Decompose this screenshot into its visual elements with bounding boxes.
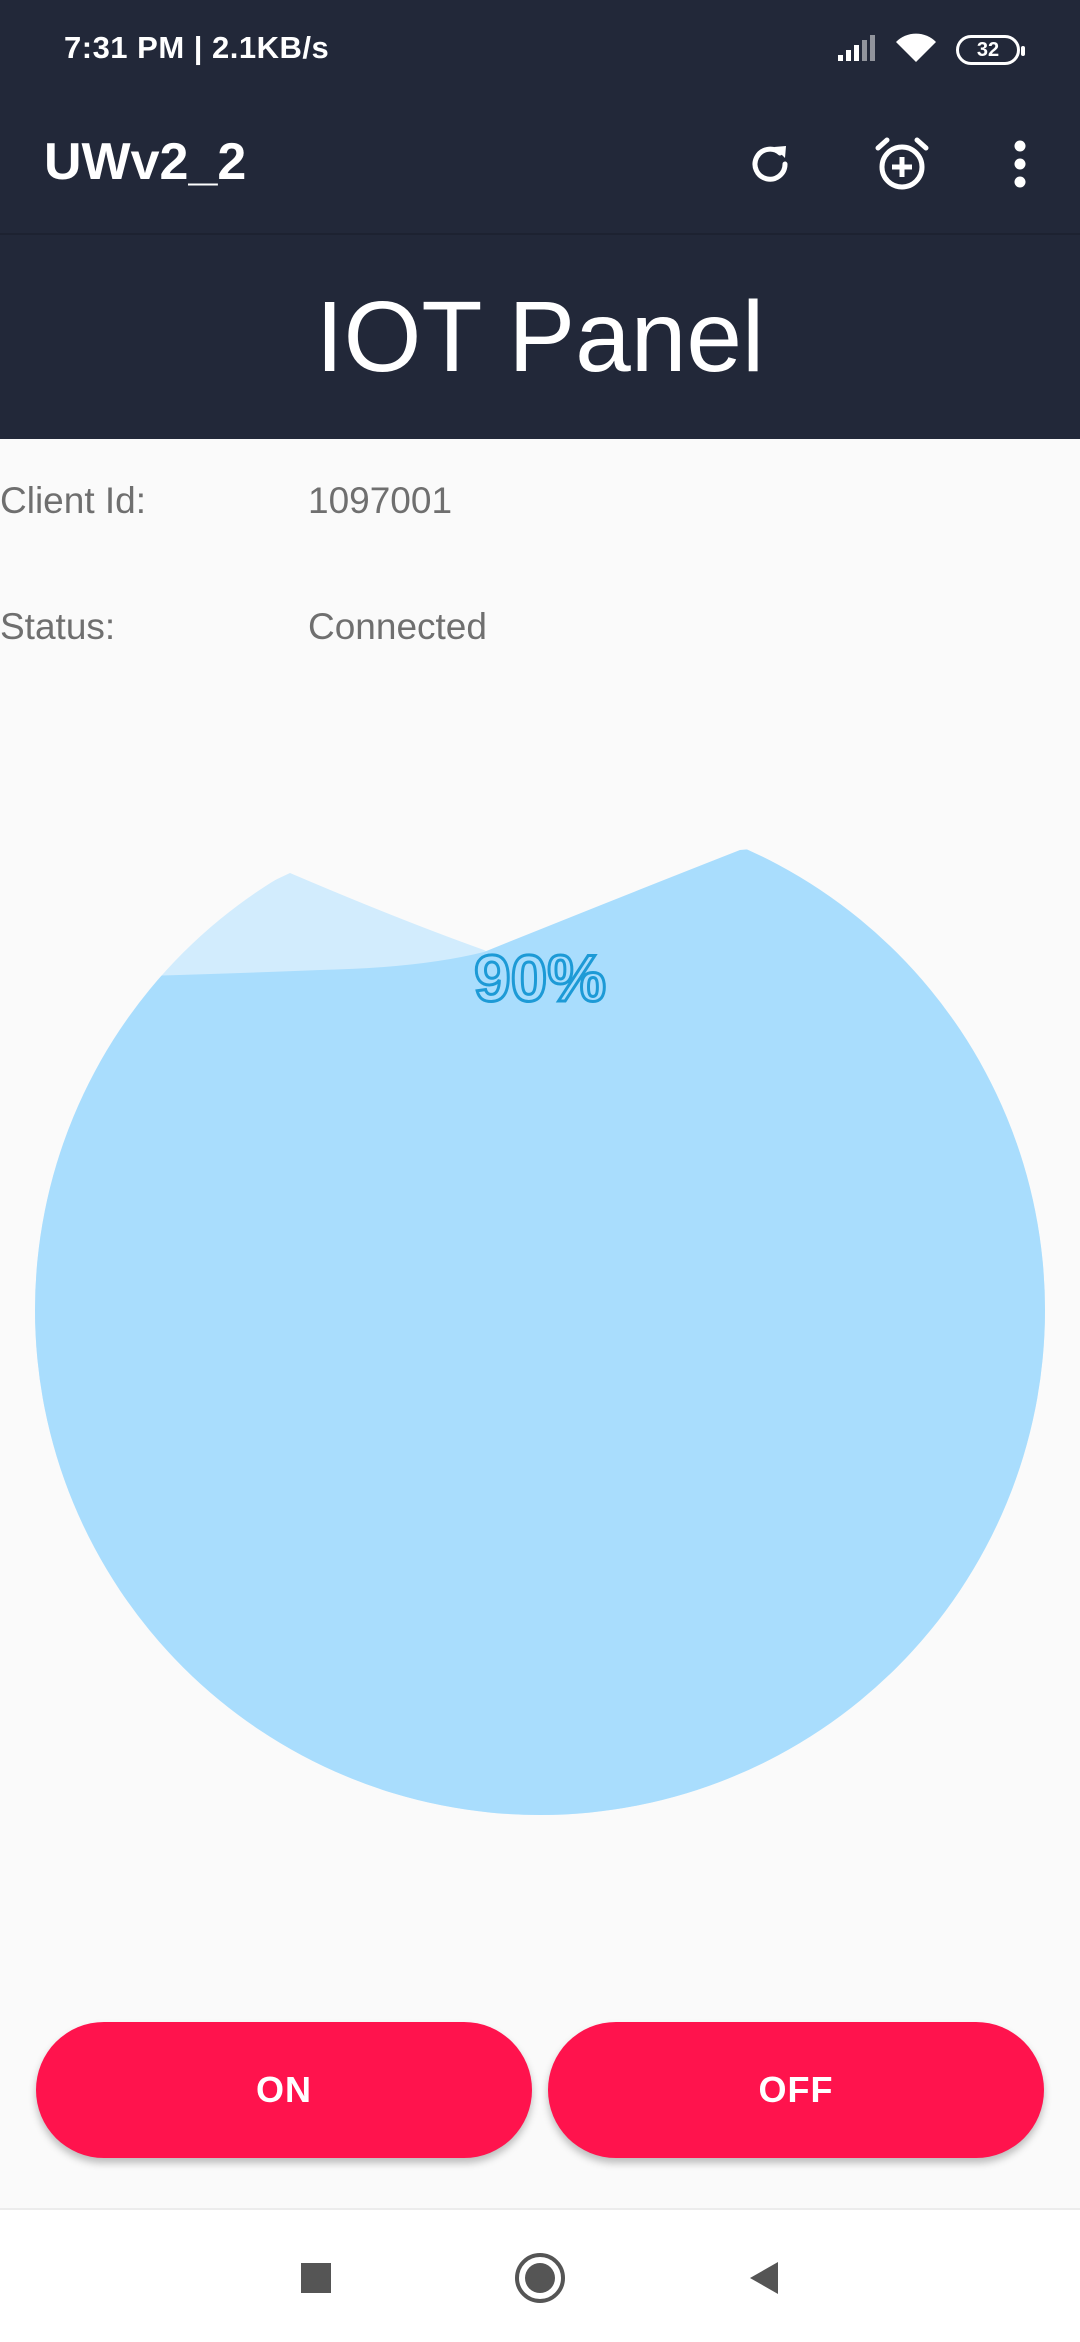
header-panel: IOT Panel <box>0 235 1080 439</box>
recents-button[interactable] <box>286 2250 346 2310</box>
navigation-bar <box>0 2208 1080 2342</box>
signal-icon <box>836 33 876 68</box>
status-label: Status: <box>0 606 115 648</box>
level-gauge: 90% <box>0 820 1080 1840</box>
client-id-label: Client Id: <box>0 480 146 522</box>
recents-icon <box>299 2261 333 2300</box>
refresh-icon <box>744 138 796 195</box>
status-value: Connected <box>308 606 487 648</box>
battery-icon: 32 <box>956 35 1020 65</box>
add-alarm-button[interactable] <box>862 126 942 206</box>
back-icon <box>744 2258 784 2303</box>
add-alarm-icon <box>872 134 932 199</box>
overflow-menu-icon <box>1012 138 1028 195</box>
overflow-menu-button[interactable] <box>980 126 1060 206</box>
status-bar: 7:31 PM | 2.1KB/s 32 <box>0 0 1080 100</box>
home-button[interactable] <box>510 2250 570 2310</box>
wifi-icon <box>894 32 938 69</box>
home-icon <box>513 2251 567 2310</box>
page-title: IOT Panel <box>316 280 764 395</box>
status-time: 7:31 PM | 2.1KB/s <box>64 30 329 66</box>
client-id-value: 1097001 <box>308 480 452 522</box>
back-button[interactable] <box>734 2250 794 2310</box>
app-bar: UWv2_2 <box>0 100 1080 234</box>
status-icons: 32 <box>836 28 1020 72</box>
on-button[interactable]: ON <box>36 2022 532 2158</box>
gauge-percent: 90% <box>0 940 1080 1016</box>
off-button[interactable]: OFF <box>548 2022 1044 2158</box>
refresh-button[interactable] <box>730 126 810 206</box>
app-title: UWv2_2 <box>44 132 246 192</box>
